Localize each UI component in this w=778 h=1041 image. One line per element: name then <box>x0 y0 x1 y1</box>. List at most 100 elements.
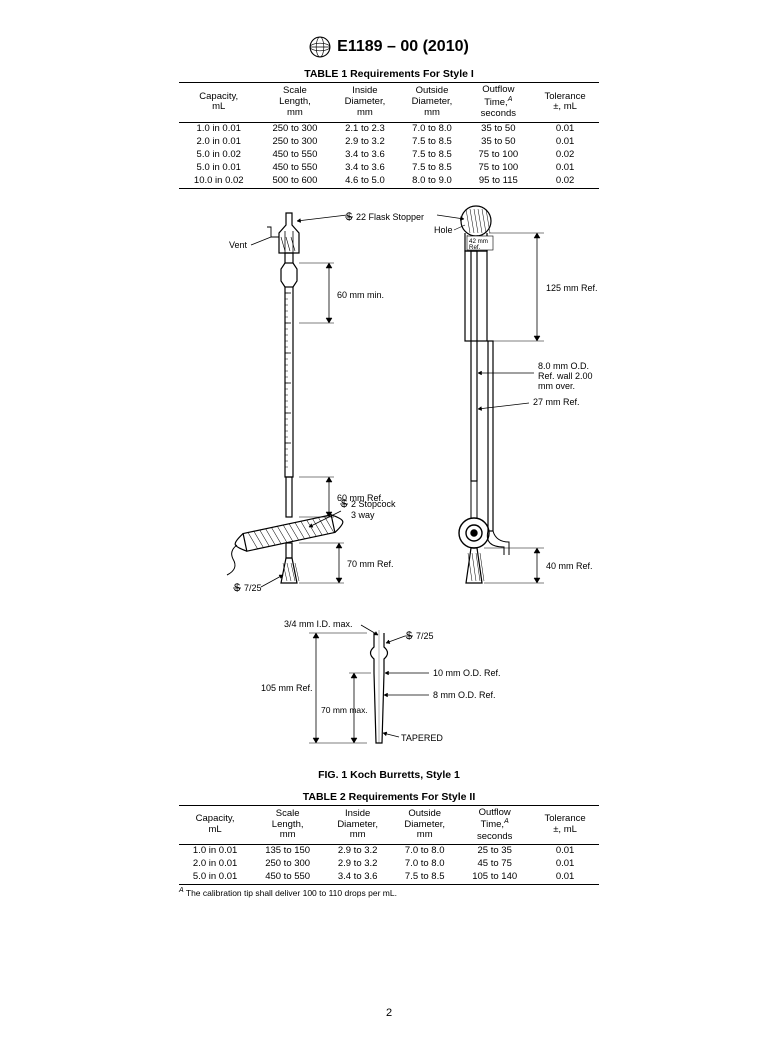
svg-text:27 mm Ref.: 27 mm Ref. <box>533 397 580 407</box>
table-cell: 7.0 to 8.0 <box>391 845 458 858</box>
figure-1-caption: FIG. 1 Koch Burretts, Style 1 <box>0 769 778 781</box>
table-cell: 250 to 300 <box>258 122 331 135</box>
table-cell: 4.6 to 5.0 <box>331 175 398 188</box>
column-header: ScaleLength,mm <box>258 83 331 123</box>
table-row: 5.0 in 0.02450 to 5503.4 to 3.67.5 to 8.… <box>179 149 599 162</box>
svg-text:70 mm Ref.: 70 mm Ref. <box>347 559 394 569</box>
table-cell: 0.01 <box>531 136 599 149</box>
column-header: Tolerance±, mL <box>531 805 599 845</box>
table-row: 2.0 in 0.01250 to 3002.9 to 3.27.0 to 8.… <box>179 858 599 871</box>
page: E1189 – 00 (2010) TABLE 1 Requirements F… <box>0 0 778 1041</box>
table-cell: 450 to 550 <box>258 162 331 175</box>
table-cell: 0.01 <box>531 858 599 871</box>
table-cell: 7.5 to 8.5 <box>398 136 465 149</box>
table-cell: 2.9 to 3.2 <box>324 845 391 858</box>
table2: Capacity,mLScaleLength,mmInsideDiameter,… <box>179 805 599 886</box>
table-cell: 5.0 in 0.02 <box>179 149 258 162</box>
table-row: 2.0 in 0.01250 to 3002.9 to 3.27.5 to 8.… <box>179 136 599 149</box>
column-header: Capacity,mL <box>179 805 251 845</box>
table-cell: 3.4 to 3.6 <box>331 149 398 162</box>
svg-text:60 mm min.: 60 mm min. <box>337 290 384 300</box>
svg-text:8 mm O.D. Ref.: 8 mm O.D. Ref. <box>433 690 496 700</box>
table-cell: 75 to 100 <box>466 162 532 175</box>
table-cell: 450 to 550 <box>251 871 324 884</box>
table1-caption: TABLE 1 Requirements For Style I <box>0 68 778 80</box>
table-cell: 3.4 to 3.6 <box>324 871 391 884</box>
footnote-a: A The calibration tip shall deliver 100 … <box>179 887 599 898</box>
table-cell: 0.01 <box>531 122 599 135</box>
column-header: Capacity,mL <box>179 83 258 123</box>
column-header: OutsideDiameter,mm <box>398 83 465 123</box>
column-header: OutflowTime,Aseconds <box>458 805 531 845</box>
column-header: OutsideDiameter,mm <box>391 805 458 845</box>
table-cell: 25 to 35 <box>458 845 531 858</box>
column-header: OutflowTime,Aseconds <box>466 83 532 123</box>
table-cell: 1.0 in 0.01 <box>179 845 251 858</box>
page-number: 2 <box>0 1007 778 1019</box>
table-cell: 0.02 <box>531 149 599 162</box>
astm-logo-icon <box>309 36 331 58</box>
svg-text:Hole: Hole <box>434 225 453 235</box>
table-cell: 2.9 to 3.2 <box>331 136 398 149</box>
table-row: 5.0 in 0.01450 to 5503.4 to 3.67.5 to 8.… <box>179 871 599 884</box>
table-row: 1.0 in 0.01135 to 1502.9 to 3.27.0 to 8.… <box>179 845 599 858</box>
table1: Capacity,mLScaleLength,mmInsideDiameter,… <box>179 82 599 189</box>
svg-text:mm over.: mm over. <box>538 381 575 391</box>
table-cell: 2.0 in 0.01 <box>179 136 258 149</box>
table-cell: 105 to 140 <box>458 871 531 884</box>
table-cell: 7.5 to 8.5 <box>391 871 458 884</box>
svg-text:40 mm Ref.: 40 mm Ref. <box>546 561 593 571</box>
table-cell: 2.9 to 3.2 <box>324 858 391 871</box>
footnote-mark: A <box>179 887 184 894</box>
table-cell: 3.4 to 3.6 <box>331 162 398 175</box>
table-cell: 0.01 <box>531 845 599 858</box>
table-cell: 250 to 300 <box>258 136 331 149</box>
svg-text:22 Flask Stopper: 22 Flask Stopper <box>356 212 424 222</box>
svg-text:3 way: 3 way <box>351 510 375 520</box>
table-cell: 0.01 <box>531 162 599 175</box>
table-row: 10.0 in 0.02500 to 6004.6 to 5.08.0 to 9… <box>179 175 599 188</box>
column-header: ScaleLength,mm <box>251 805 324 845</box>
table-row: 1.0 in 0.01250 to 3002.1 to 2.37.0 to 8.… <box>179 122 599 135</box>
table-cell: 0.02 <box>531 175 599 188</box>
svg-text:10 mm O.D. Ref.: 10 mm O.D. Ref. <box>433 668 501 678</box>
svg-text:3/4 mm I.D. max.: 3/4 mm I.D. max. <box>284 619 353 629</box>
table-cell: 2.0 in 0.01 <box>179 858 251 871</box>
table2-header-row: Capacity,mLScaleLength,mmInsideDiameter,… <box>179 805 599 845</box>
svg-text:125 mm Ref.: 125 mm Ref. <box>546 283 598 293</box>
table-cell: 7.0 to 8.0 <box>398 122 465 135</box>
column-header: Tolerance±, mL <box>531 83 599 123</box>
svg-text:2 Stopcock: 2 Stopcock <box>351 499 396 509</box>
svg-text:Vent: Vent <box>229 240 248 250</box>
table-cell: 2.1 to 2.3 <box>331 122 398 135</box>
table-cell: 0.01 <box>531 871 599 884</box>
document-header: E1189 – 00 (2010) <box>0 36 778 58</box>
table-cell: 7.5 to 8.5 <box>398 162 465 175</box>
table-cell: 10.0 in 0.02 <box>179 175 258 188</box>
table-cell: 1.0 in 0.01 <box>179 122 258 135</box>
column-header: InsideDiameter,mm <box>331 83 398 123</box>
table-cell: 7.5 to 8.5 <box>398 149 465 162</box>
table-cell: 35 to 50 <box>466 122 532 135</box>
footnote-text: The calibration tip shall deliver 100 to… <box>186 888 397 898</box>
figure-1: Vent60 mm min.60 mm Ref.$7/25$2 Stopcock… <box>179 203 599 763</box>
table-cell: 5.0 in 0.01 <box>179 162 258 175</box>
table-cell: 135 to 150 <box>251 845 324 858</box>
table1-header-row: Capacity,mLScaleLength,mmInsideDiameter,… <box>179 83 599 123</box>
table-cell: 500 to 600 <box>258 175 331 188</box>
table-cell: 45 to 75 <box>458 858 531 871</box>
svg-text:Ref. wall 2.00: Ref. wall 2.00 <box>538 371 593 381</box>
column-header: InsideDiameter,mm <box>324 805 391 845</box>
table2-caption: TABLE 2 Requirements For Style II <box>0 791 778 803</box>
table-cell: 8.0 to 9.0 <box>398 175 465 188</box>
table-cell: 5.0 in 0.01 <box>179 871 251 884</box>
table-cell: 7.0 to 8.0 <box>391 858 458 871</box>
table-cell: 95 to 115 <box>466 175 532 188</box>
designation-text: E1189 – 00 (2010) <box>337 38 469 56</box>
table-cell: 450 to 550 <box>258 149 331 162</box>
svg-text:Ref.: Ref. <box>469 244 481 251</box>
svg-text:7/25: 7/25 <box>244 583 262 593</box>
svg-text:70 mm max.: 70 mm max. <box>321 705 368 715</box>
svg-text:7/25: 7/25 <box>416 631 434 641</box>
table-cell: 250 to 300 <box>251 858 324 871</box>
